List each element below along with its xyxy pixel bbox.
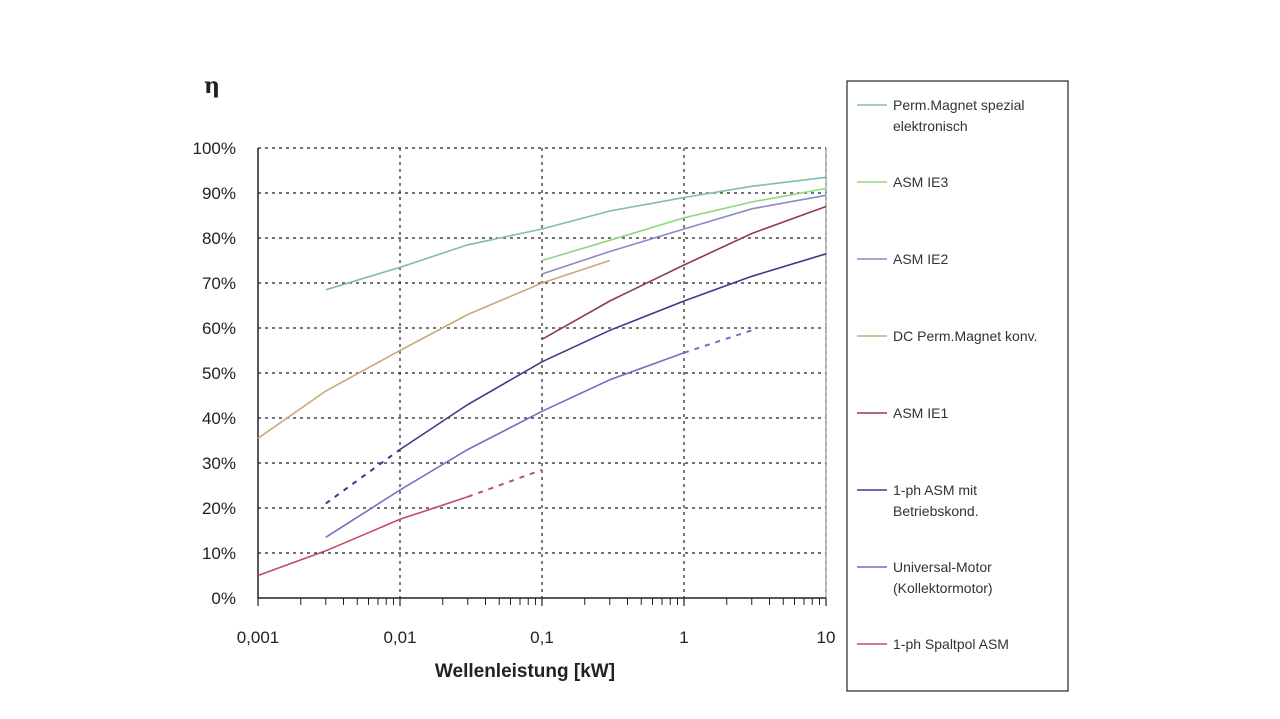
- legend-label-line: 1-ph Spaltpol ASM: [893, 636, 1009, 652]
- y-tick-label: 10%: [202, 544, 236, 563]
- series-lines: [257, 176, 827, 577]
- legend-label-line: ASM IE2: [893, 251, 948, 267]
- y-tick-label: 30%: [202, 454, 236, 473]
- legend-label-5: 1-ph ASM mit Betriebskond.: [893, 482, 979, 519]
- y-tick-label: 60%: [202, 319, 236, 338]
- x-tick-label: 1: [679, 628, 688, 647]
- legend-label-line: ASM IE3: [893, 174, 948, 190]
- legend-label-line: ASM IE1: [893, 405, 948, 421]
- legend-label-4: ASM IE1: [893, 405, 948, 421]
- legend-label-7: 1-ph Spaltpol ASM: [893, 636, 1009, 652]
- series-line-4-solid: [541, 205, 827, 340]
- legend-label-line: Universal-Motor: [893, 559, 992, 575]
- legend-label-0: Perm.Magnet spezial elektronisch: [893, 97, 1025, 134]
- legend-label-2: ASM IE2: [893, 251, 948, 267]
- legend-label-line: Perm.Magnet spezial: [893, 97, 1025, 113]
- legend-label-1: ASM IE3: [893, 174, 948, 190]
- y-tick-label: 80%: [202, 229, 236, 248]
- series-line-7-dashed: [467, 468, 543, 498]
- y-tick-label: 100%: [193, 139, 236, 158]
- series-line-7-solid: [257, 496, 469, 577]
- axes: 0% 10% 20% 30% 40% 50% 60% 70% 80% 90% 100% 0,001 0,…: [193, 139, 836, 647]
- series-line-6-dashed: [683, 329, 753, 354]
- x-tick-label: 0,001: [237, 628, 280, 647]
- legend-label-line: elektronisch: [893, 118, 968, 134]
- legend-label-line: Betriebskond.: [893, 503, 979, 519]
- legend: Perm.Magnet spezial elektronisch ASM IE3 AS…: [846, 80, 1069, 692]
- legend-label-line: 1-ph ASM mit: [893, 482, 977, 498]
- y-tick-label: 40%: [202, 409, 236, 428]
- series-line-6-solid: [325, 352, 685, 538]
- legend-label-3: DC Perm.Magnet konv.: [893, 328, 1037, 344]
- series-line-1-solid: [541, 187, 827, 262]
- y-tick-label: 20%: [202, 499, 236, 518]
- y-tick-label: 90%: [202, 184, 236, 203]
- legend-label-line: (Kollektormotor): [893, 580, 993, 596]
- series-line-2-solid: [541, 194, 827, 275]
- y-tick-label: 70%: [202, 274, 236, 293]
- legend-label-line: DC Perm.Magnet konv.: [893, 328, 1037, 344]
- y-tick-label: 0%: [211, 589, 236, 608]
- legend-label-6: Universal-Motor (Kollektormotor): [893, 559, 993, 596]
- x-tick-label: 0,1: [530, 628, 554, 647]
- x-axis-label: Wellenleistung [kW]: [435, 661, 615, 682]
- series-line-5-dashed: [325, 448, 401, 505]
- x-tick-label: 0,01: [383, 628, 416, 647]
- x-tick-label: 10: [817, 628, 836, 647]
- legend-box: [846, 80, 1069, 692]
- series-line-3-solid: [257, 259, 611, 439]
- series-line-0-solid: [325, 176, 827, 291]
- y-tick-label: 50%: [202, 364, 236, 383]
- y-axis-label: η: [204, 73, 220, 99]
- series-line-5-solid: [399, 253, 827, 451]
